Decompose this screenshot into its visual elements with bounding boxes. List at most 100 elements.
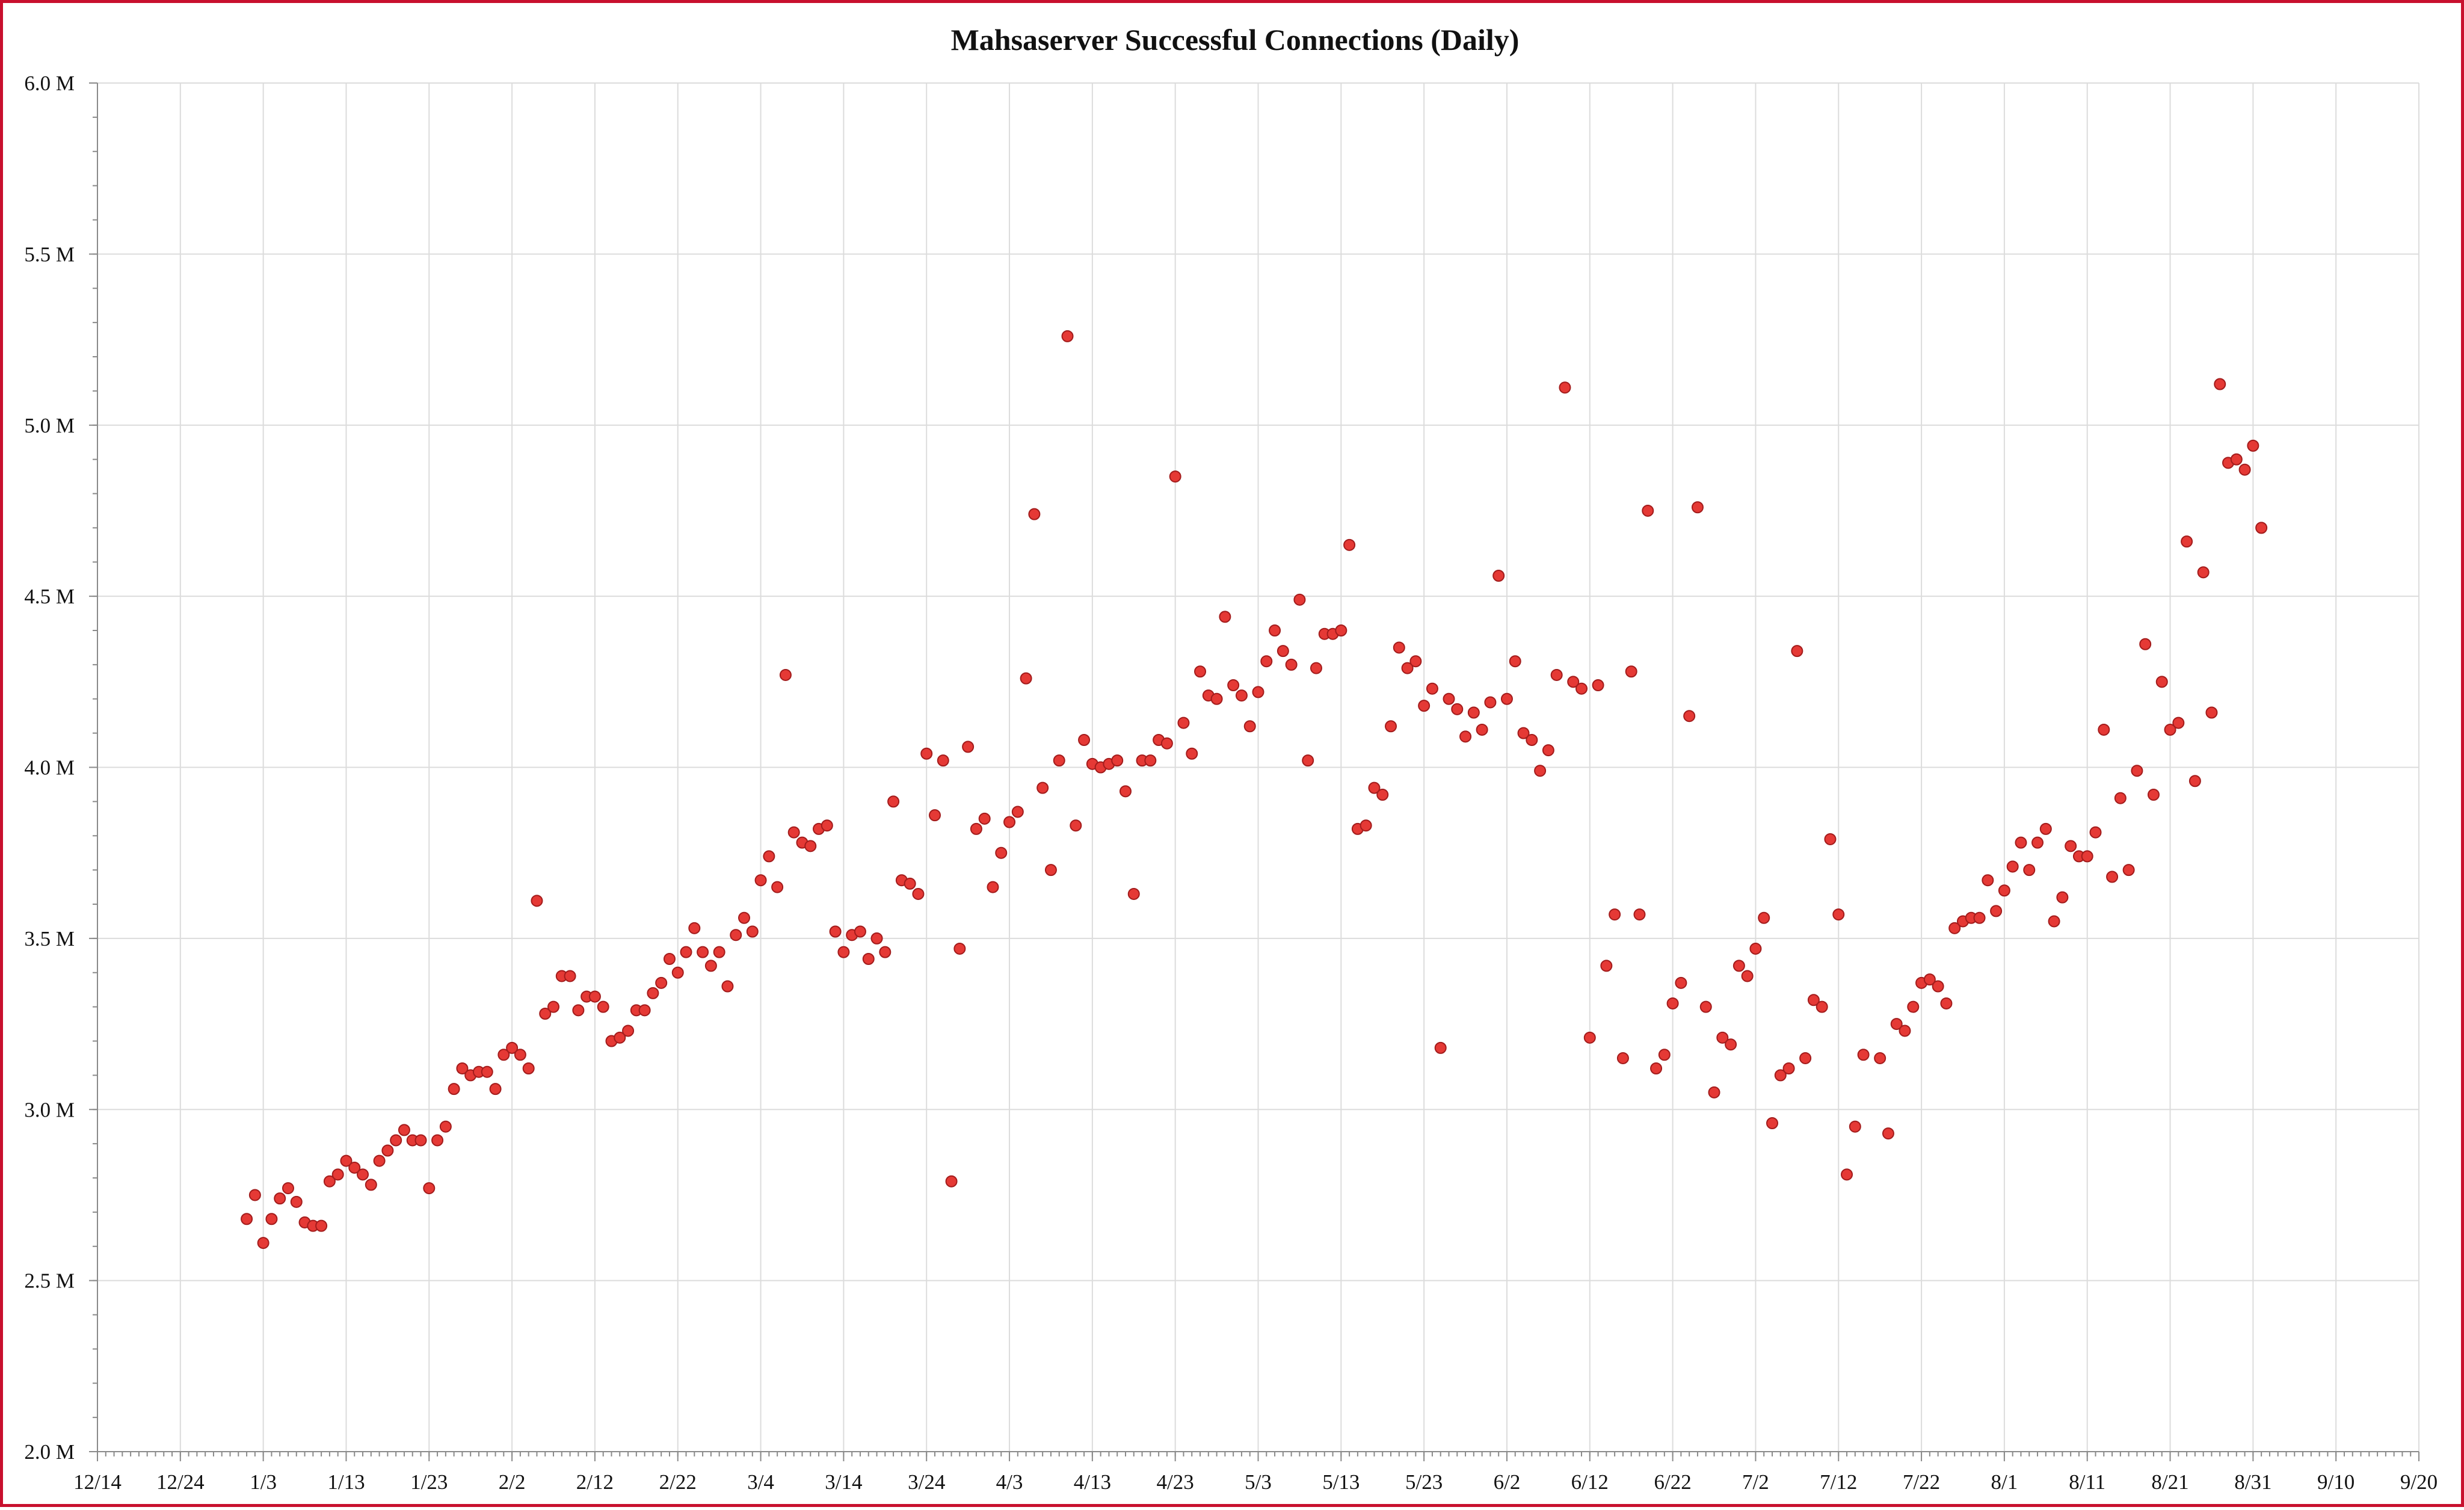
data-point [2015,836,2027,849]
x-tick-label: 3/24 [908,1470,945,1494]
x-tick-label: 5/13 [1322,1470,1360,1494]
data-point [1791,645,1803,658]
data-point [1559,381,1571,394]
data-point [1923,973,1936,986]
data-point [704,960,717,972]
x-tick-label: 6/2 [1494,1470,1521,1494]
data-point [1509,655,1521,668]
data-point [912,887,925,900]
data-point [870,932,883,945]
data-point [1003,816,1016,828]
data-point [2131,765,2143,777]
x-tick-label: 6/22 [1654,1470,1691,1494]
data-point [945,1175,958,1188]
data-point [1277,645,1289,658]
x-tick-label: 8/21 [2151,1470,2188,1494]
data-point [257,1237,270,1250]
data-point [771,881,784,893]
data-point [787,826,800,839]
data-point [821,819,833,832]
data-point [1766,1117,1778,1129]
data-point [2031,836,2044,849]
x-tick-label: 3/14 [825,1470,862,1494]
x-tick-label: 12/24 [156,1470,205,1494]
data-point [1899,1025,1911,1037]
data-point [1285,658,1298,671]
data-point [978,812,991,825]
y-tick-label: 5.5 M [24,242,75,266]
data-point [1517,727,1530,739]
x-tick-label: 5/23 [1405,1470,1443,1494]
x-tick-label: 12/14 [73,1470,122,1494]
data-point [323,1175,336,1188]
data-point [1434,1041,1447,1054]
data-point [531,895,543,907]
data-point [1550,668,1563,681]
data-point [2065,840,2077,852]
data-point [2114,792,2127,804]
data-point [1243,720,1256,733]
data-point [1890,1018,1903,1031]
x-tick-label: 4/13 [1074,1470,1111,1494]
data-point [2147,789,2160,801]
data-point [1699,1000,1712,1013]
data-point [1882,1127,1894,1140]
x-tick-label: 8/31 [2234,1470,2272,1494]
y-tick-label: 3.5 M [24,927,75,951]
data-point [779,668,792,681]
data-point [241,1213,253,1225]
data-point [1194,665,1207,678]
data-point [1832,908,1845,921]
data-point [1683,710,1696,723]
data-point [1020,672,1032,685]
x-tick-label: 1/23 [410,1470,448,1494]
y-tick-label: 5.0 M [24,414,75,437]
data-point [1484,696,1497,709]
data-point [315,1219,328,1232]
data-point [1567,676,1580,688]
data-point [1625,665,1637,678]
data-point [1874,1052,1886,1064]
data-point [2023,864,2036,877]
data-point [920,747,933,760]
data-point [738,911,751,924]
data-point [1948,922,1961,934]
data-point [448,1083,460,1096]
data-point [497,1049,510,1061]
data-point [622,1025,635,1037]
data-point [862,953,875,965]
data-point [423,1182,436,1195]
data-point [1857,1049,1870,1061]
data-point [2172,716,2185,729]
x-tick-label: 9/10 [2317,1470,2355,1494]
data-point [1335,624,1348,636]
data-point [1982,874,1994,887]
data-point [1708,1086,1720,1099]
data-point [1011,806,1024,818]
chart-title: Mahsaserver Successful Connections (Dail… [951,23,1520,57]
data-point [1492,570,1505,582]
data-point [2048,915,2060,928]
data-point [1426,682,1438,695]
data-point [2006,860,2019,873]
data-point [1650,1062,1663,1074]
data-point [953,942,966,955]
x-tick-label: 6/12 [1571,1470,1609,1494]
data-point [1973,911,1986,924]
data-point [697,946,709,958]
data-point [928,809,941,822]
x-tick-label: 1/13 [327,1470,365,1494]
data-point [688,922,701,934]
data-point [381,1144,394,1157]
data-point [522,1062,535,1074]
data-point [2106,871,2119,883]
data-point [2214,378,2226,390]
data-point [614,1031,626,1044]
data-point [274,1192,286,1205]
data-point [1269,624,1281,636]
data-point [248,1189,261,1201]
data-point [431,1134,444,1147]
data-point [357,1168,369,1181]
data-point [1210,692,1223,705]
data-point [1044,864,1057,877]
